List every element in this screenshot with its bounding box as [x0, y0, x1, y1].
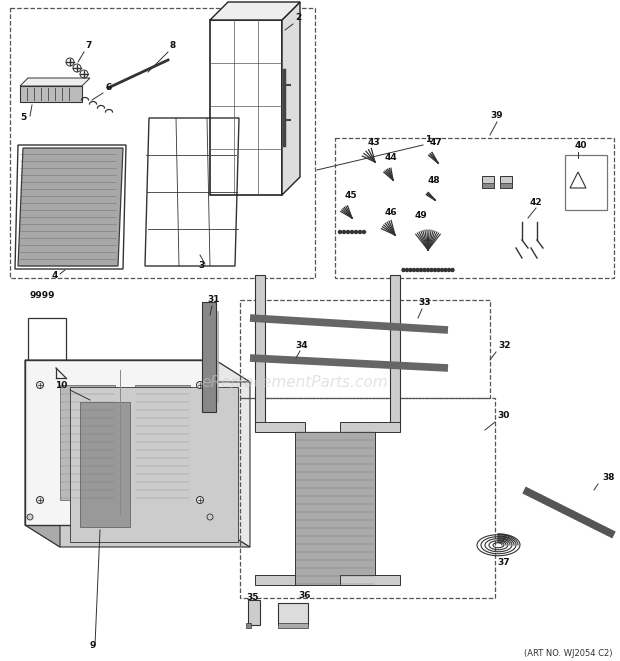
Polygon shape — [25, 360, 215, 525]
Polygon shape — [295, 432, 375, 585]
Circle shape — [350, 231, 353, 233]
Circle shape — [437, 268, 440, 272]
Text: 3: 3 — [198, 261, 204, 270]
Bar — [255, 422, 305, 432]
Bar — [28, 318, 66, 378]
Polygon shape — [80, 402, 130, 527]
Circle shape — [420, 268, 422, 272]
Bar — [482, 183, 494, 188]
Circle shape — [339, 231, 342, 233]
Text: 39: 39 — [490, 111, 503, 120]
Polygon shape — [25, 360, 60, 547]
Text: 35: 35 — [246, 593, 259, 602]
Bar — [340, 422, 400, 432]
Circle shape — [433, 268, 436, 272]
Polygon shape — [20, 78, 90, 86]
Text: 2: 2 — [295, 13, 301, 22]
Text: 5: 5 — [20, 113, 26, 122]
Circle shape — [358, 231, 361, 233]
Polygon shape — [18, 148, 123, 266]
Text: (ART NO. WJ2054 C2): (ART NO. WJ2054 C2) — [523, 648, 612, 658]
Text: 1: 1 — [425, 135, 432, 144]
Bar — [340, 575, 400, 585]
Text: 46: 46 — [385, 208, 397, 217]
Circle shape — [37, 381, 43, 389]
Text: 47: 47 — [430, 138, 443, 147]
Circle shape — [409, 268, 412, 272]
Polygon shape — [282, 2, 300, 195]
Circle shape — [402, 268, 405, 272]
Text: 9: 9 — [90, 641, 96, 650]
Text: 32: 32 — [498, 341, 510, 350]
Text: 6: 6 — [105, 83, 111, 92]
Circle shape — [37, 496, 43, 504]
Text: 44: 44 — [385, 153, 398, 162]
Bar — [278, 603, 308, 625]
Text: 4: 4 — [52, 271, 58, 280]
Bar — [565, 155, 607, 210]
Bar — [500, 176, 512, 188]
Bar — [202, 302, 216, 412]
Text: eReplacementParts.com: eReplacementParts.com — [202, 375, 388, 389]
Bar — [500, 183, 512, 188]
Bar — [278, 623, 308, 628]
Bar — [255, 275, 265, 430]
Text: 34: 34 — [295, 341, 308, 350]
Text: 7: 7 — [85, 41, 91, 50]
Circle shape — [355, 231, 358, 233]
Text: 37: 37 — [497, 558, 510, 567]
Text: 48: 48 — [428, 176, 441, 185]
Circle shape — [197, 496, 203, 504]
Text: 30: 30 — [497, 411, 510, 420]
Circle shape — [444, 268, 447, 272]
Bar — [482, 176, 494, 188]
Circle shape — [427, 268, 430, 272]
Text: 45: 45 — [345, 191, 358, 200]
Bar — [248, 600, 260, 625]
Circle shape — [207, 514, 213, 520]
Text: 38: 38 — [602, 473, 614, 482]
Bar — [246, 623, 251, 628]
Circle shape — [423, 268, 426, 272]
Bar — [390, 275, 400, 430]
Polygon shape — [20, 86, 82, 102]
Text: 9999: 9999 — [30, 291, 56, 300]
Text: 8: 8 — [170, 41, 176, 50]
Polygon shape — [70, 387, 238, 542]
Circle shape — [440, 268, 443, 272]
Text: 33: 33 — [418, 298, 430, 307]
Circle shape — [451, 268, 454, 272]
Polygon shape — [25, 525, 250, 547]
Polygon shape — [25, 360, 250, 382]
Text: 40: 40 — [575, 141, 588, 150]
Circle shape — [448, 268, 451, 272]
Circle shape — [197, 381, 203, 389]
Circle shape — [347, 231, 350, 233]
Circle shape — [342, 231, 345, 233]
Polygon shape — [135, 385, 190, 500]
Text: 10: 10 — [55, 381, 68, 390]
Polygon shape — [215, 360, 250, 547]
Text: 31: 31 — [207, 295, 219, 304]
Text: 36: 36 — [298, 591, 311, 600]
Polygon shape — [210, 2, 300, 20]
Circle shape — [416, 268, 419, 272]
Circle shape — [430, 268, 433, 272]
Circle shape — [27, 514, 33, 520]
Polygon shape — [60, 385, 115, 500]
Text: 49: 49 — [415, 211, 428, 220]
Circle shape — [412, 268, 415, 272]
Text: 42: 42 — [530, 198, 542, 207]
Circle shape — [363, 231, 366, 233]
Text: 43: 43 — [368, 138, 381, 147]
Bar — [255, 575, 305, 585]
Circle shape — [405, 268, 409, 272]
